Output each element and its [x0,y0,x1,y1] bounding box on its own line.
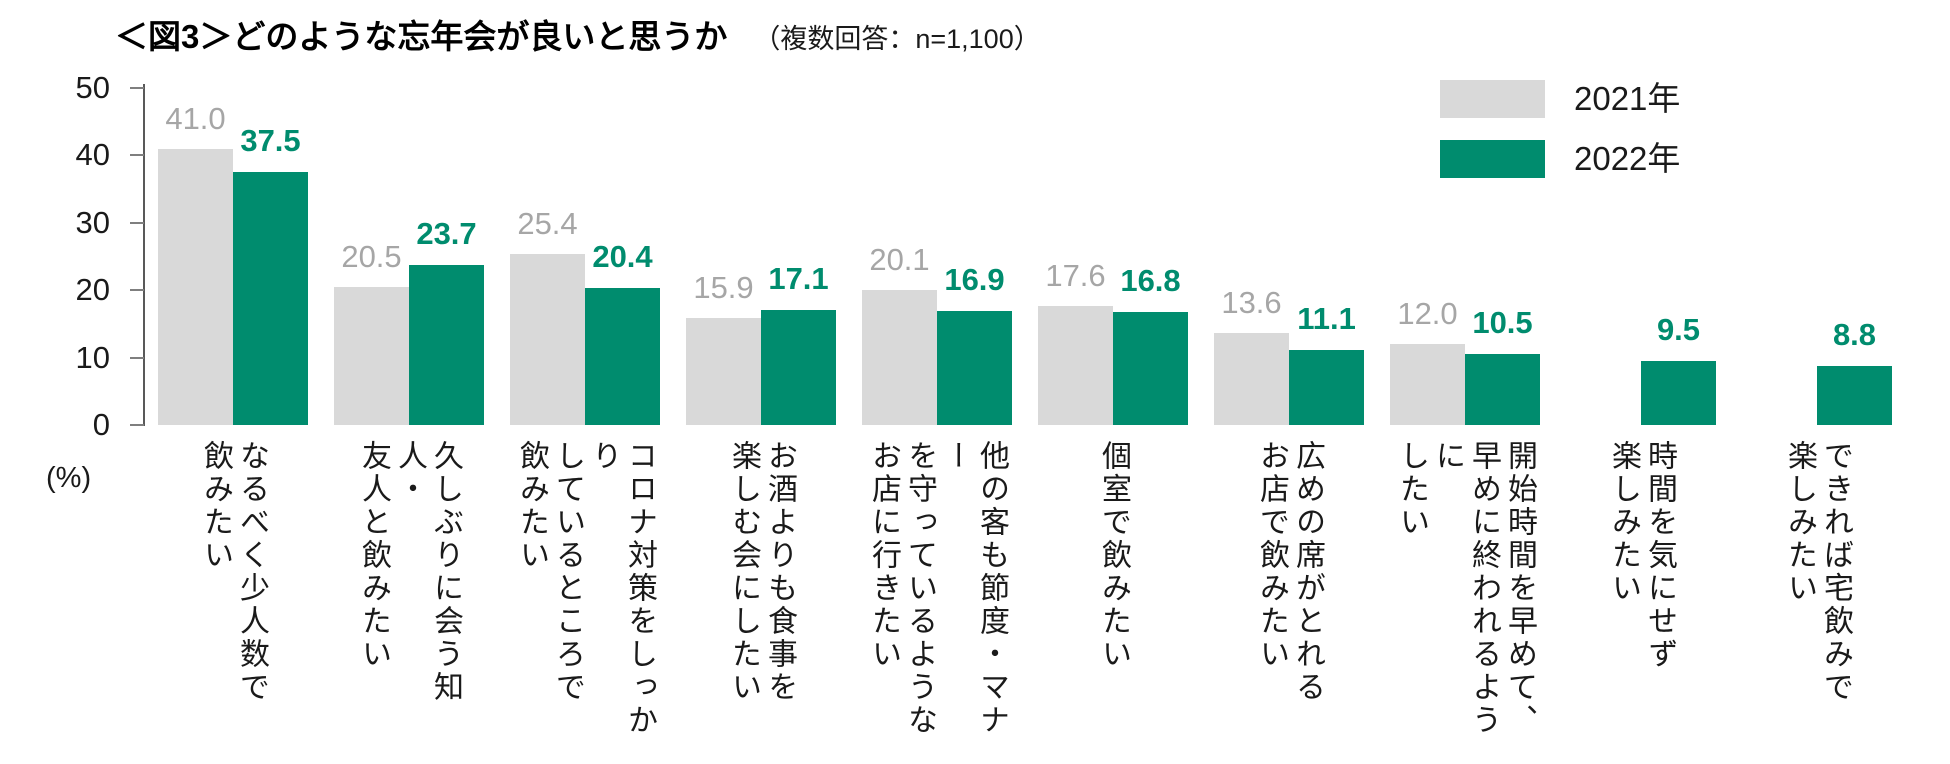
bar-2021 [158,148,233,425]
category-label: なるべく少人数で 飲みたい [199,440,268,704]
bar-2021 [1214,333,1289,425]
legend-swatch [1440,80,1545,118]
title-row: ＜図3＞どのような忘年会が良いと思うか （複数回答：n=1,100） [115,10,1041,58]
bar-2021 [334,286,409,425]
value-label-2022: 23.7 [416,216,477,252]
value-label-2022: 37.5 [240,123,301,159]
bar-2022 [1289,350,1364,425]
value-label-2022: 9.5 [1656,311,1701,347]
legend-label: 2021年 [1574,80,1681,117]
bar-2022 [1817,365,1892,425]
value-label-2021: 13.6 [1221,285,1282,321]
category-label: 久しぶりに会う知人・ 友人と飲みたい [357,440,462,704]
y-tick-mark [130,289,144,292]
category-label: 個室で飲みたい [1097,440,1130,671]
y-tick-label: 10 [75,339,110,375]
category-label: コロナ対策をしっかり しているところで 飲みたい [515,440,656,737]
legend-swatch [1440,140,1545,178]
bar-2021 [1390,344,1465,425]
y-tick-label: 0 [92,407,110,442]
legend-label: 2022年 [1574,140,1681,177]
category-label: できれば宅飲みで 楽しみたい [1783,440,1852,704]
value-label-2021: 17.6 [1045,258,1106,294]
y-axis-line [143,84,145,426]
value-label-2022: 20.4 [592,238,653,274]
category-label: 時間を気にせず 楽しみたい [1607,440,1676,671]
y-tick-mark [130,221,144,224]
bar-2021 [510,253,585,425]
bar-2022 [585,287,660,425]
y-tick-mark [130,154,144,157]
value-label-2022: 8.8 [1832,316,1877,352]
value-label-2022: 16.8 [1120,262,1181,298]
value-label-2021: 25.4 [517,205,578,241]
bar-2022 [761,309,836,425]
chart-title: ＜図3＞どのような忘年会が良いと思うか [115,18,728,55]
value-label-2022: 17.1 [768,260,829,296]
bar-2022 [409,265,484,425]
bar-2022 [1113,311,1188,425]
value-label-2021: 12.0 [1397,296,1458,332]
y-tick-mark [130,424,144,426]
chart-subtitle: （複数回答：n=1,100） [753,24,1041,54]
bar-2022 [937,311,1012,425]
category-label: 広めの席がとれる お店で飲みたい [1255,440,1324,704]
category-label: 開始時間を早めて、 早めに終われるように したい [1395,440,1536,737]
bar-2021 [686,317,761,425]
y-tick-mark [130,87,144,89]
y-tick-label: 50 [75,70,110,105]
value-label-2021: 41.0 [165,100,226,136]
value-label-2021: 20.1 [869,241,930,277]
value-label-2022: 16.9 [944,262,1005,298]
value-label-2022: 10.5 [1472,305,1533,341]
y-tick-label: 20 [75,272,110,308]
bar-2022 [233,172,308,425]
bar-2022 [1465,354,1540,425]
category-label: 他の客も節度・マナー を守っているような お店に行きたい [867,440,1008,737]
y-tick-mark [130,356,144,359]
value-label-2021: 15.9 [693,269,754,305]
bar-2021 [1038,306,1113,425]
y-axis-unit-label: (%) [46,462,92,494]
y-tick-label: 40 [75,137,110,173]
bar-2022 [1641,360,1716,425]
value-label-2022: 11.1 [1297,301,1356,337]
y-tick-label: 30 [75,204,110,240]
value-label-2021: 20.5 [341,238,402,274]
bar-2021 [862,289,937,425]
category-label: お酒よりも食事を 楽しむ会にしたい [727,440,796,704]
